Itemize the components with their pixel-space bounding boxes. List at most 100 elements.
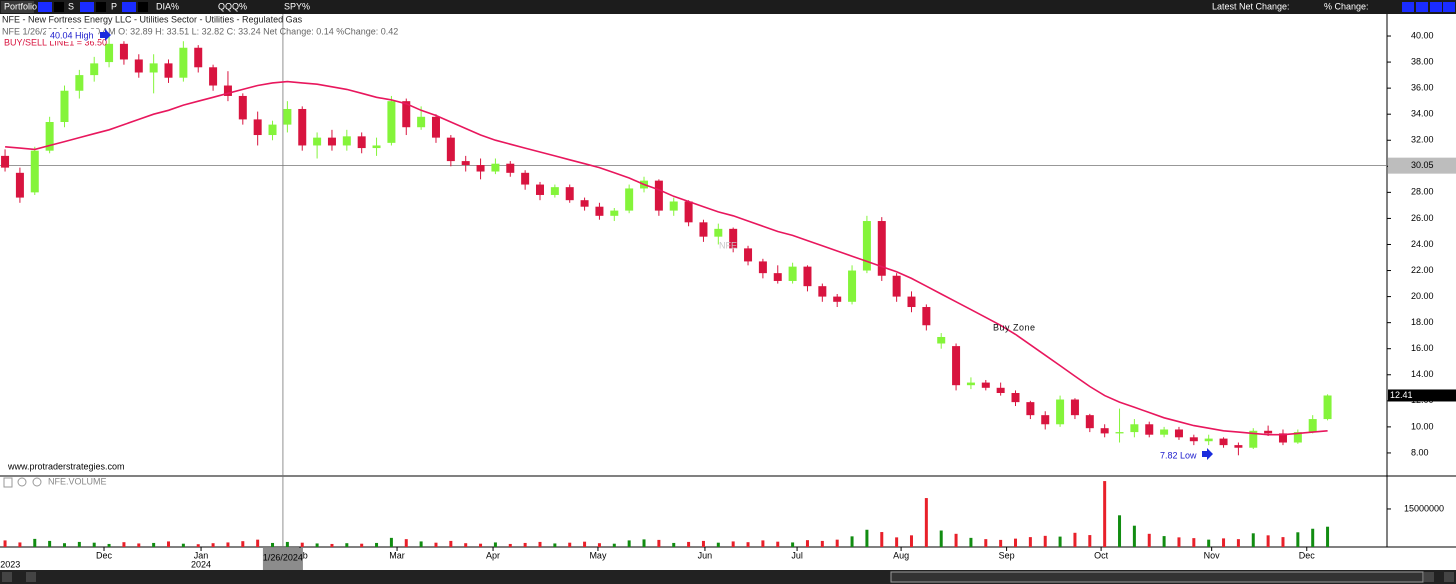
dropdown[interactable] <box>54 2 64 12</box>
volume-bar <box>1311 528 1315 547</box>
p-label: P <box>111 1 117 11</box>
volume-bar <box>300 542 304 547</box>
volume-bar <box>77 541 81 547</box>
scroll-button[interactable] <box>26 572 36 582</box>
volume-bar <box>285 541 289 547</box>
color-box[interactable] <box>80 2 94 12</box>
scroll-button[interactable] <box>2 572 12 582</box>
volume-bar <box>449 540 453 547</box>
volume-bar <box>360 543 364 547</box>
candle-body <box>684 201 693 223</box>
candle-body <box>595 206 604 216</box>
candle-body <box>268 124 277 136</box>
volume-bar <box>1147 533 1151 547</box>
volume-bar <box>999 539 1003 547</box>
icon[interactable] <box>3 477 13 488</box>
volume-bar <box>553 543 557 547</box>
scroll-thumb[interactable] <box>890 571 1424 583</box>
color-box[interactable] <box>38 2 52 12</box>
volume-bar <box>731 541 735 547</box>
volume-bar <box>597 543 601 547</box>
volume-bar <box>791 542 795 547</box>
volume-bar <box>627 540 631 547</box>
volume-bar <box>479 543 483 547</box>
last-price-label: 12.41 <box>1390 390 1413 400</box>
candle-body <box>387 101 396 143</box>
volume-tick-label: 15000000 <box>1404 503 1444 513</box>
candle-body <box>1011 393 1020 403</box>
volume-bar <box>1251 533 1255 547</box>
candle-body <box>1115 432 1124 434</box>
volume-bar <box>1118 515 1122 547</box>
candle-body <box>402 101 411 128</box>
high-annotation: 40.04 High <box>50 30 94 40</box>
volume-bar <box>211 543 215 547</box>
volume-bar <box>1043 535 1047 547</box>
volume-bar <box>1222 538 1226 547</box>
candle-body <box>283 108 292 125</box>
candle-body <box>1085 415 1094 429</box>
volume-bar <box>820 540 824 547</box>
candle-body <box>1056 399 1065 425</box>
candle-body <box>1293 432 1302 443</box>
window-button[interactable] <box>1430 2 1442 12</box>
alert-button[interactable] <box>1402 2 1414 12</box>
x-tick-label: Jan <box>194 550 209 560</box>
candle-body <box>1070 399 1079 416</box>
volume-bar <box>508 543 512 547</box>
y-tick-label: 22.00 <box>1411 265 1434 275</box>
icon[interactable] <box>17 477 27 487</box>
last-price-box <box>1388 389 1456 402</box>
candle-body <box>60 90 69 123</box>
portfolio-button[interactable] <box>1 1 34 13</box>
volume-bar <box>18 542 22 547</box>
volume-bar <box>716 542 720 547</box>
volume-bar <box>1058 536 1062 547</box>
window-button[interactable] <box>1443 2 1455 12</box>
candle-body <box>1264 430 1273 434</box>
volume-bar <box>241 541 245 547</box>
candle-body <box>699 222 708 237</box>
dropdown[interactable] <box>96 2 106 12</box>
x-tick-label: Jul <box>791 550 803 560</box>
y-tick-label: 8.00 <box>1411 447 1429 457</box>
volume-bar <box>924 498 928 547</box>
candle-body <box>848 270 857 302</box>
pct-change-label: % Change: <box>1324 1 1369 11</box>
y-tick-label: 20.00 <box>1411 291 1434 301</box>
volume-bar <box>1296 532 1300 547</box>
volume-bar <box>612 543 616 547</box>
candle-body <box>654 180 663 211</box>
candle-body <box>1323 395 1332 420</box>
candle-body <box>1130 424 1139 433</box>
year-label: 2023 <box>0 559 20 569</box>
settings-button[interactable] <box>1416 2 1428 12</box>
candle-body <box>342 136 351 146</box>
website: www.protraderstrategies.com <box>7 461 125 471</box>
x-tick-label: Oct <box>1094 550 1109 560</box>
indicator-label: BUY/SELL LINE1 = 36.50 <box>4 37 107 47</box>
candle-body <box>105 43 114 63</box>
icon[interactable] <box>32 477 42 487</box>
volume-bar <box>1236 539 1240 547</box>
candle-body <box>194 47 203 68</box>
volume-bar <box>1326 526 1330 547</box>
candle-body <box>30 150 39 193</box>
color-box[interactable] <box>122 2 136 12</box>
volume-bar <box>48 540 52 547</box>
candle-body <box>758 261 767 274</box>
volume-bar <box>256 539 260 547</box>
candle-body <box>981 382 990 388</box>
volume-bar <box>865 529 869 547</box>
candle-body <box>1100 428 1109 434</box>
scroll-button[interactable] <box>1444 572 1454 582</box>
dropdown[interactable] <box>138 2 148 12</box>
volume-bar <box>805 540 809 547</box>
label-bg <box>46 29 98 41</box>
y-tick-label: 18.00 <box>1411 317 1434 327</box>
candle-body <box>179 47 188 78</box>
scroll-button[interactable] <box>1424 572 1434 582</box>
y-tick-label: 32.00 <box>1411 135 1434 145</box>
candle-body <box>550 187 559 195</box>
candle-body <box>1204 438 1213 442</box>
